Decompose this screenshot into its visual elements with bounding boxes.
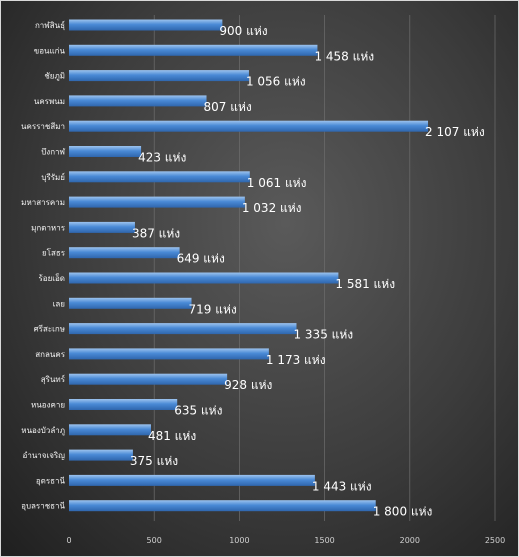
data-label: 1 581 แห่ง	[335, 277, 395, 291]
bar	[69, 323, 297, 335]
x-tick-label: 1500	[314, 536, 334, 545]
category-label: อุบลราชธานี	[21, 502, 65, 511]
bar	[69, 424, 151, 436]
data-label: 649 แห่ง	[177, 252, 225, 266]
category-label: ขอนแก่น	[34, 46, 66, 55]
data-label: 900 แห่ง	[219, 24, 267, 38]
category-label: สุรินทร์	[41, 374, 66, 384]
bar	[69, 272, 339, 284]
data-label: 375 แห่ง	[130, 454, 178, 468]
category-label: บึงกาฬ	[41, 148, 65, 157]
data-label: 1 173 แห่ง	[266, 353, 326, 367]
bars	[69, 19, 429, 512]
data-label: 1 061 แห่ง	[247, 176, 307, 190]
bar	[69, 44, 318, 56]
category-label: นครราชสีมา	[21, 122, 65, 131]
value-labels: 900 แห่ง 1 458 แห่ง 1 056 แห่ง 807 แห่ง 2 10…	[130, 24, 485, 519]
data-label: 635 แห่ง	[174, 404, 222, 418]
bar	[69, 373, 228, 385]
x-tick-label: 0	[66, 536, 71, 545]
category-label: ชัยภูมิ	[44, 72, 65, 82]
category-label: กาฬสินธุ์	[35, 20, 65, 30]
category-label: ยโสธร	[42, 248, 66, 258]
category-label: มหาสารคาม	[21, 198, 65, 207]
bar	[69, 221, 135, 233]
gridlines	[153, 15, 496, 521]
data-label: 807 แห่ง	[204, 100, 252, 114]
category-label: เลย	[53, 299, 65, 308]
bar	[69, 146, 142, 157]
data-label: 481 แห่ง	[148, 429, 196, 443]
category-label: ร้อยเอ็ด	[38, 273, 65, 283]
data-label: 387 แห่ง	[132, 226, 180, 240]
data-label: 1 032 แห่ง	[242, 201, 302, 215]
category-labels: กาฬสินธุ์ขอนแก่นชัยภูมินครพนมนครราชสีมาบ…	[21, 20, 66, 511]
bar	[69, 474, 315, 486]
bar	[69, 348, 269, 360]
data-label: 423 แห่ง	[138, 151, 186, 165]
x-axis-ticks: 0 500 1000 1500 2000 2500	[66, 536, 505, 545]
category-label: นครพนม	[34, 97, 65, 106]
category-label: มุกดาหาร	[31, 223, 66, 232]
category-label: บุรีรัมย์	[41, 172, 65, 182]
data-label: 1 335 แห่ง	[293, 328, 353, 342]
x-tick-label: 2000	[400, 536, 420, 545]
category-label: หนองคาย	[31, 401, 65, 410]
bar	[69, 297, 192, 309]
bar	[69, 120, 429, 132]
bar	[69, 95, 207, 107]
x-tick-label: 1000	[229, 536, 249, 545]
bar	[69, 247, 180, 259]
category-label: หนองบัวลำภู	[21, 426, 65, 436]
category-label: สกลนคร	[35, 350, 65, 359]
bar	[69, 500, 376, 512]
data-label: 928 แห่ง	[224, 378, 272, 392]
bar	[69, 70, 249, 82]
data-label: 2 107 แห่ง	[425, 125, 485, 139]
bar	[69, 196, 245, 208]
bar	[69, 171, 250, 183]
category-label: อุดรธานี	[36, 476, 66, 485]
x-tick-label: 2500	[485, 536, 505, 545]
data-label: 719 แห่ง	[189, 302, 237, 316]
data-label: 1 458 แห่ง	[314, 49, 374, 63]
category-label: อำนาจเจริญ	[23, 451, 66, 460]
bar	[69, 19, 223, 31]
bar	[69, 399, 178, 410]
data-label: 1 443 แห่ง	[312, 479, 372, 493]
x-tick-label: 500	[147, 536, 162, 545]
data-label: 1 056 แห่ง	[246, 75, 306, 89]
category-label: ศรีสะเกษ	[34, 325, 65, 334]
bar	[69, 449, 133, 461]
data-label: 1 800 แห่ง	[373, 505, 433, 519]
